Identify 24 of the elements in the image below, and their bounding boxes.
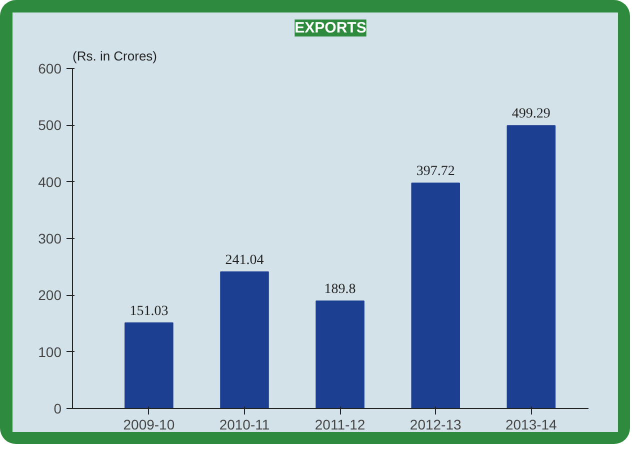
data-label: 241.04 [225, 252, 264, 268]
y-tick-label: 200 [38, 287, 62, 304]
x-tick-label: 2009-10 [123, 416, 175, 432]
chart-title: EXPORTS [294, 20, 366, 36]
y-tick-label: 300 [38, 230, 62, 246]
y-tick-label: 600 [38, 60, 62, 76]
data-label: 397.72 [416, 164, 455, 180]
bar [220, 271, 269, 408]
data-label: 151.03 [130, 304, 168, 319]
bar [506, 125, 556, 408]
x-tick-label: 2013-14 [505, 416, 558, 432]
y-tick-label: 400 [38, 174, 62, 190]
y-tick-label: 0 [54, 400, 62, 416]
bar [124, 322, 174, 408]
x-tick-label: 2012-13 [410, 416, 462, 432]
y-tick-label: 100 [38, 344, 62, 360]
x-tick-label: 2011-12 [314, 416, 366, 432]
data-label: 189.8 [324, 282, 356, 297]
x-tick-label: 2010-11 [219, 416, 270, 432]
y-tick-label: 500 [38, 117, 62, 134]
y-axis-title: (Rs. in Crores) [72, 48, 158, 64]
bar [316, 300, 364, 408]
data-label: 499.29 [512, 106, 550, 122]
bar [411, 182, 460, 408]
